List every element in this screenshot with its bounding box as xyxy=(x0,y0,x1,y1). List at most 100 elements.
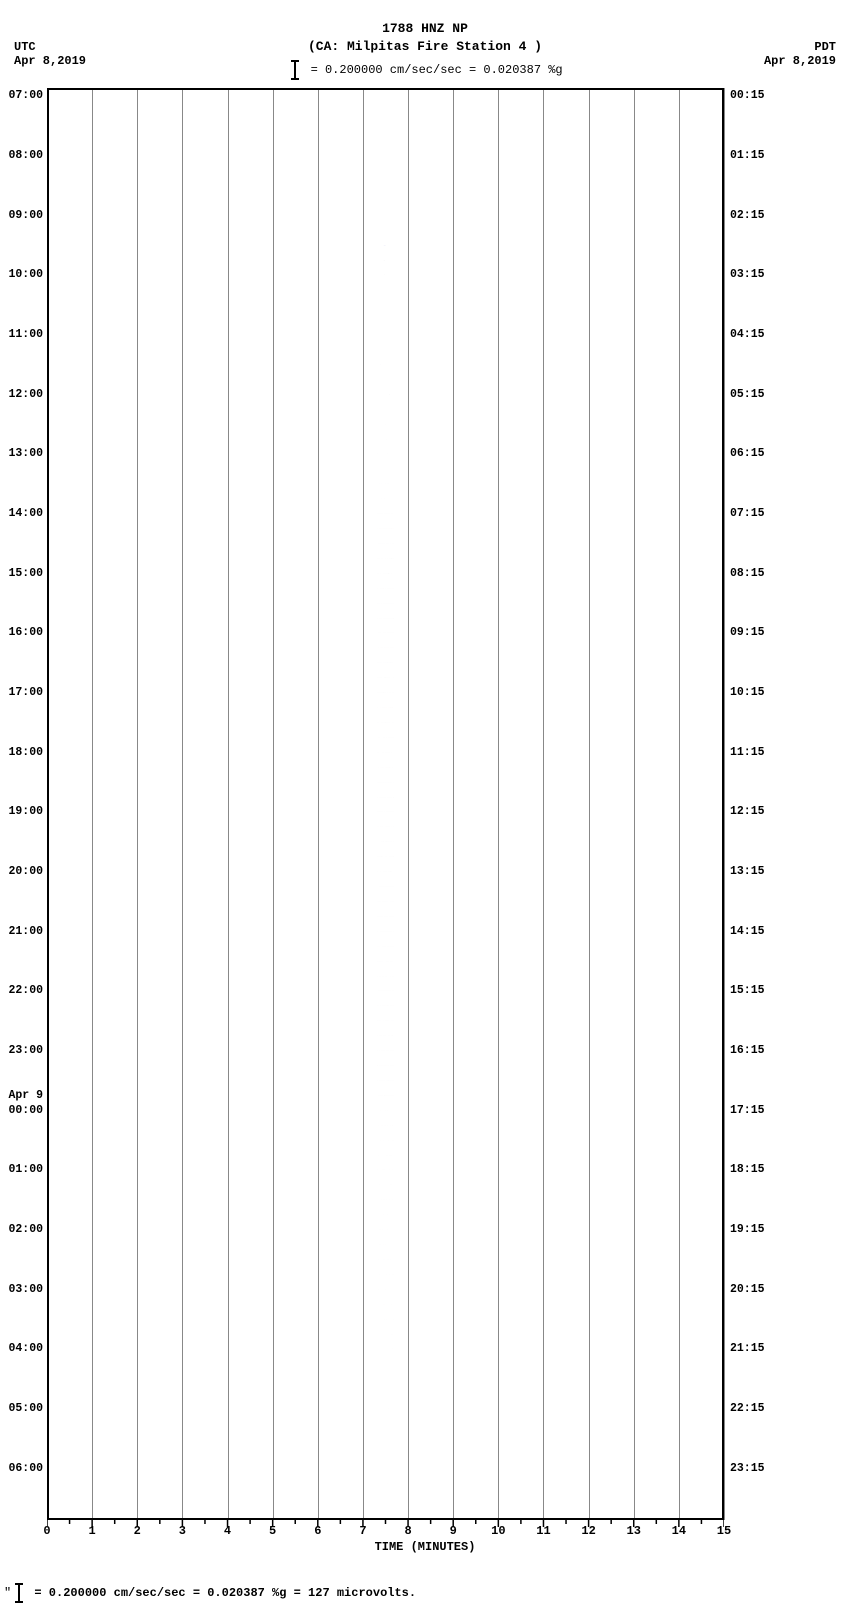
right-hour-label: 03:15 xyxy=(730,268,765,281)
seismic-trace xyxy=(47,528,724,529)
seismic-trace xyxy=(47,811,724,812)
seismic-trace xyxy=(47,1035,724,1036)
seismic-trace xyxy=(47,1140,724,1141)
seismic-trace xyxy=(47,125,724,126)
x-tick-label: 8 xyxy=(404,1524,411,1538)
seismic-trace xyxy=(47,230,724,231)
seismic-trace xyxy=(47,1468,724,1469)
left-hour-label: 08:00 xyxy=(3,149,43,162)
seismic-trace xyxy=(47,1244,724,1245)
x-tick-label: 3 xyxy=(179,1524,186,1538)
seismic-trace xyxy=(47,632,724,633)
seismic-trace xyxy=(47,1065,724,1066)
x-tick-label: 14 xyxy=(672,1524,686,1538)
left-hour-label: 22:00 xyxy=(3,984,43,997)
left-hour-label: 02:00 xyxy=(3,1223,43,1236)
seismic-trace xyxy=(47,797,724,798)
right-hour-label: 04:15 xyxy=(730,328,765,341)
seismic-trace xyxy=(47,916,724,917)
right-hour-label: 07:15 xyxy=(730,507,765,520)
left-hour-label: 11:00 xyxy=(3,328,43,341)
seismic-trace xyxy=(47,558,724,559)
station-location: (CA: Milpitas Fire Station 4 ) xyxy=(0,38,850,56)
seismic-trace xyxy=(47,990,724,991)
right-hour-label: 08:15 xyxy=(730,567,765,580)
footer-text: = 0.200000 cm/sec/sec = 0.020387 %g = 12… xyxy=(34,1586,416,1600)
seismic-trace xyxy=(47,841,724,842)
seismogram-plot xyxy=(47,88,724,1520)
right-hour-label: 17:15 xyxy=(730,1104,765,1117)
tz-right-code: PDT xyxy=(764,40,836,54)
left-hour-label: 12:00 xyxy=(3,388,43,401)
seismic-trace xyxy=(47,185,724,186)
right-hour-label: 01:15 xyxy=(730,149,765,162)
left-hour-label: 09:00 xyxy=(3,209,43,222)
seismic-trace xyxy=(47,692,724,693)
seismic-trace xyxy=(47,1259,724,1260)
seismic-trace xyxy=(47,424,724,425)
x-tick-label: 2 xyxy=(134,1524,141,1538)
right-hour-label: 22:15 xyxy=(730,1402,765,1415)
seismic-trace xyxy=(47,1453,724,1454)
x-tick-label: 13 xyxy=(627,1524,641,1538)
gridline-v xyxy=(453,88,454,1520)
footer-scale-bar-icon xyxy=(15,1583,23,1603)
plot-header: 1788 HNZ NP (CA: Milpitas Fire Station 4… xyxy=(0,20,850,80)
seismic-trace xyxy=(47,1005,724,1006)
right-hour-label: 12:15 xyxy=(730,805,765,818)
x-tick-label: 0 xyxy=(43,1524,50,1538)
seismic-trace xyxy=(47,170,724,171)
seismic-trace xyxy=(47,1393,724,1394)
seismic-trace xyxy=(47,1363,724,1364)
seismic-trace xyxy=(47,1289,724,1290)
gridline-v xyxy=(92,88,93,1520)
seismic-trace xyxy=(47,1050,724,1051)
seismogram-page: 1788 HNZ NP (CA: Milpitas Fire Station 4… xyxy=(0,0,850,1613)
seismic-trace xyxy=(47,334,724,335)
seismic-trace xyxy=(47,677,724,678)
seismic-trace xyxy=(47,483,724,484)
right-hour-label: 19:15 xyxy=(730,1223,765,1236)
header-scale: = 0.200000 cm/sec/sec = 0.020387 %g xyxy=(0,60,850,80)
right-hour-label: 02:15 xyxy=(730,209,765,222)
seismic-trace xyxy=(47,1229,724,1230)
seismic-trace xyxy=(47,409,724,410)
seismic-trace xyxy=(47,349,724,350)
seismic-trace xyxy=(47,110,724,111)
left-hour-label: 03:00 xyxy=(3,1283,43,1296)
left-hour-label: 13:00 xyxy=(3,447,43,460)
left-hour-label: 18:00 xyxy=(3,746,43,759)
tz-right: PDT Apr 8,2019 xyxy=(764,40,836,68)
seismic-trace xyxy=(47,722,724,723)
x-tick-label: 6 xyxy=(314,1524,321,1538)
left-hour-label: 20:00 xyxy=(3,865,43,878)
x-tick-label: 11 xyxy=(536,1524,550,1538)
right-hour-label: 15:15 xyxy=(730,984,765,997)
seismic-trace xyxy=(47,737,724,738)
right-hour-label: 16:15 xyxy=(730,1044,765,1057)
right-hour-label: 21:15 xyxy=(730,1342,765,1355)
seismic-trace xyxy=(47,826,724,827)
gridline-v xyxy=(408,88,409,1520)
seismic-trace xyxy=(47,603,724,604)
x-tick-label: 10 xyxy=(491,1524,505,1538)
x-tick-label: 1 xyxy=(89,1524,96,1538)
left-date-label: Apr 9 xyxy=(3,1090,43,1103)
seismic-trace xyxy=(47,1513,724,1514)
tz-right-date: Apr 8,2019 xyxy=(764,54,836,68)
seismic-trace xyxy=(47,886,724,887)
station-id: 1788 HNZ NP xyxy=(0,20,850,38)
x-tick-label: 9 xyxy=(450,1524,457,1538)
right-hour-label: 06:15 xyxy=(730,447,765,460)
seismic-trace xyxy=(47,215,724,216)
seismic-trace xyxy=(47,1199,724,1200)
gridline-v xyxy=(363,88,364,1520)
seismic-trace xyxy=(47,1020,724,1021)
left-hour-label: 01:00 xyxy=(3,1163,43,1176)
seismic-trace xyxy=(47,245,724,246)
seismic-trace xyxy=(47,1110,724,1111)
seismic-trace xyxy=(47,946,724,947)
seismic-trace xyxy=(47,588,724,589)
right-hour-label: 20:15 xyxy=(730,1283,765,1296)
seismic-trace xyxy=(47,1214,724,1215)
